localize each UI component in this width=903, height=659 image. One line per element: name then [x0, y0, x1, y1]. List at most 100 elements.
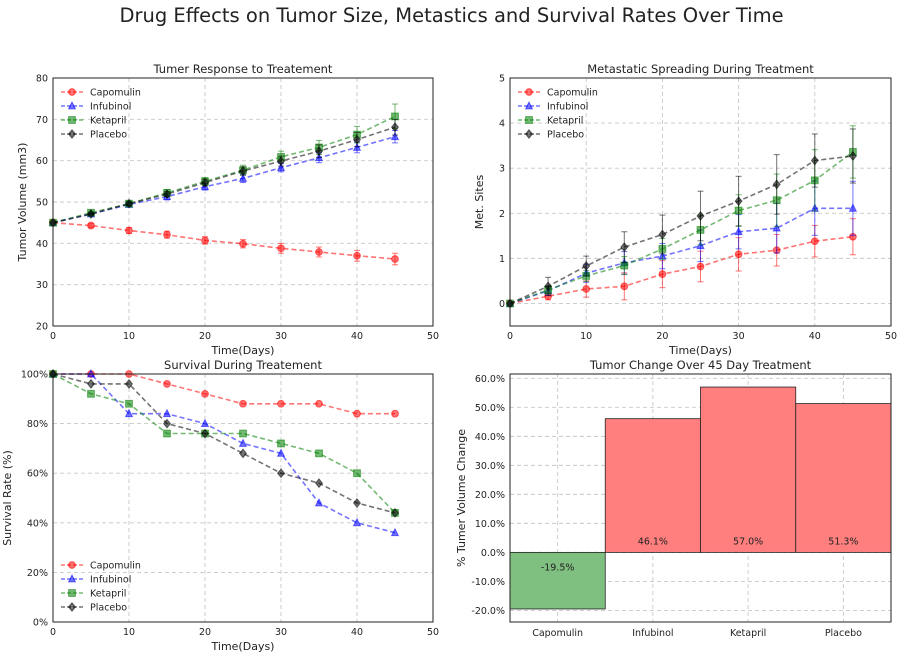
- data-point: [390, 507, 400, 518]
- x-tick-label: Capomulin: [532, 628, 583, 639]
- x-tick-label: 30: [275, 627, 287, 638]
- series-line: [509, 151, 854, 305]
- x-axis-label: Time(Days): [668, 344, 732, 357]
- x-tick-label: 20: [656, 331, 668, 342]
- legend-marker: [524, 100, 534, 110]
- chart-title: Metastatic Spreading During Treatment: [587, 62, 814, 76]
- x-tick-label: 50: [885, 331, 897, 342]
- x-tick-label: 30: [275, 331, 287, 342]
- series-line: [53, 373, 396, 534]
- y-tick-label: 80%: [27, 419, 48, 430]
- data-point: [772, 179, 781, 190]
- legend: Capomulin Infubinol Ketapril Placebo: [61, 561, 141, 614]
- legend-label: Capomulin: [90, 561, 141, 572]
- data-point: [87, 389, 95, 398]
- data-point: [125, 399, 133, 408]
- data-point: [390, 122, 400, 133]
- y-tick-label: 10.0%: [475, 519, 505, 530]
- data-point: [238, 166, 248, 176]
- legend-item-placebo: Placebo: [61, 602, 127, 614]
- legend-item-ketapril: Ketapril: [518, 116, 583, 127]
- x-tick-label: Placebo: [825, 628, 862, 639]
- x-tick-label: 0: [50, 331, 56, 342]
- y-tick-label: 0.0%: [481, 548, 505, 559]
- plot-frame: [509, 77, 892, 327]
- y-tick-label: 40.0%: [475, 432, 505, 443]
- data-point: [582, 285, 591, 293]
- legend-item-capomulin: Capomulin: [61, 88, 141, 99]
- data-point: [314, 146, 324, 157]
- series-line: [52, 373, 396, 514]
- series-infubinol: [48, 368, 400, 537]
- x-tick-label: Ketapril: [730, 628, 766, 639]
- data-point: [124, 408, 134, 418]
- legend-item-infubinol: Infubinol: [61, 573, 131, 586]
- data-point: [125, 226, 133, 235]
- chart-title: Tumer Response to Treatement: [153, 62, 333, 76]
- data-point: [163, 429, 171, 438]
- x-tick-label: 20: [199, 331, 211, 342]
- series-capomulin: [506, 218, 857, 308]
- data-point: [200, 418, 210, 427]
- legend-item-placebo: Placebo: [518, 129, 584, 141]
- series-ketapril: [506, 125, 857, 308]
- data-point: [658, 229, 667, 240]
- y-tick-label: 0: [499, 299, 505, 310]
- data-point: [238, 173, 248, 182]
- legend-label: Infubinol: [90, 102, 131, 113]
- plot-frame: [509, 373, 892, 623]
- data-point: [352, 497, 362, 508]
- data-point: [544, 281, 553, 292]
- bar-ketapril: [700, 386, 797, 553]
- legend-label: Ketapril: [547, 116, 583, 127]
- bar-placebo: [795, 403, 892, 553]
- legend-label: Ketapril: [90, 116, 126, 127]
- data-point: [238, 448, 248, 459]
- data-point: [352, 134, 362, 145]
- tumor-change-bar-chart: -19.5% Capomulin 46.1% Infubinol 57.0% Ketapr…: [455, 358, 892, 639]
- data-point: [162, 189, 172, 200]
- bar-value-label: 57.0%: [733, 536, 763, 547]
- y-tick-label: 30.0%: [475, 461, 505, 472]
- legend-item-placebo: Placebo: [61, 129, 127, 141]
- bar-value-label: 46.1%: [638, 536, 668, 547]
- data-point: [353, 251, 361, 260]
- data-point: [353, 469, 361, 478]
- data-point: [734, 226, 743, 236]
- legend-marker: [67, 129, 77, 139]
- data-point: [200, 428, 210, 439]
- legend-label: Capomulin: [90, 88, 141, 99]
- y-tick-label: 50.0%: [475, 403, 505, 414]
- data-point: [353, 409, 361, 418]
- bar-capomulin: [509, 551, 606, 610]
- data-point: [582, 261, 591, 272]
- data-point: [734, 250, 743, 259]
- y-axis-label: % Tumer Volume Change: [455, 429, 468, 567]
- legend-marker: [525, 116, 533, 124]
- bar-value-label: 51.3%: [828, 536, 858, 547]
- legend-marker: [68, 88, 76, 96]
- y-tick-label: 20.0%: [475, 490, 505, 501]
- y-tick-label: 20: [36, 322, 48, 333]
- data-point: [620, 242, 629, 253]
- legend-marker: [67, 573, 77, 583]
- y-tick-label: 80: [36, 74, 48, 85]
- legend-marker: [524, 129, 534, 139]
- data-point: [162, 408, 172, 418]
- x-tick-label: 0: [50, 627, 56, 638]
- legend-label: Infubinol: [90, 575, 131, 586]
- tumor-volume-chart: 0 10 20 30 40 50 20 30 40 50 60 70 80 Tumer Response …: [16, 62, 439, 357]
- metastatic-sites-chart: 0 10 20 30 40 50 0 1 2 3 4 5 Metastatic Spreading Du…: [473, 62, 897, 357]
- data-point: [277, 244, 285, 253]
- legend-item-capomulin: Capomulin: [61, 561, 141, 572]
- y-tick-label: 3: [499, 164, 505, 175]
- y-tick-label: -10.0%: [471, 577, 505, 588]
- plot-frame: [52, 373, 434, 623]
- y-axis-label: Survival Rate (%): [1, 450, 14, 546]
- data-point: [163, 230, 171, 239]
- legend-item-infubinol: Infubinol: [61, 100, 131, 113]
- data-point: [810, 237, 819, 246]
- series-line: [509, 155, 853, 305]
- y-tick-label: 20%: [27, 568, 48, 579]
